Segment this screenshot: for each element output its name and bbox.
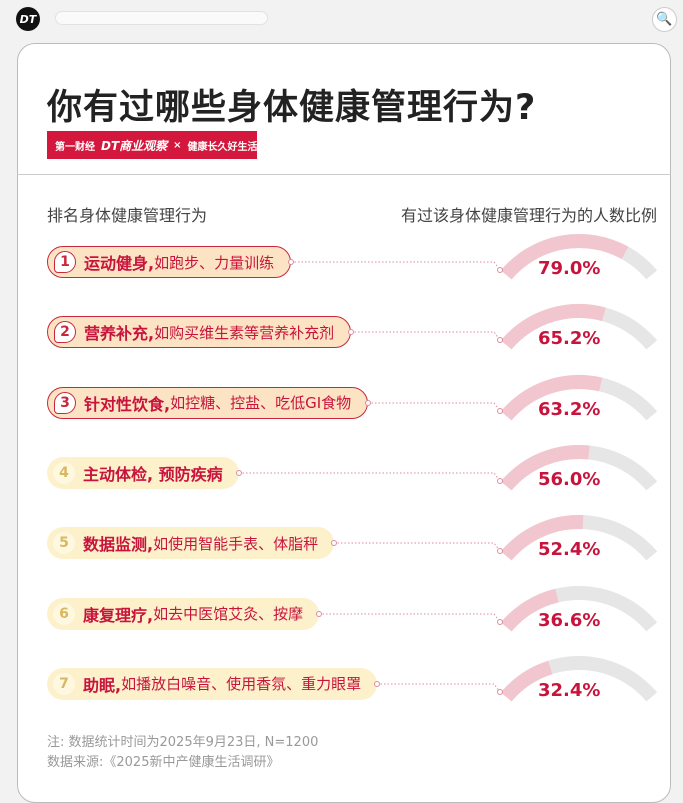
behavior-pill: 1 运动健身, 如跑步、力量训练 bbox=[47, 246, 292, 278]
rank-badge: 7 bbox=[53, 672, 75, 695]
behavior-name: 助眠, bbox=[83, 675, 122, 695]
connector-line bbox=[319, 613, 501, 622]
brand-partner: 健康长久好生活 bbox=[187, 141, 258, 153]
chart-row: 1 运动健身, 如跑步、力量训练 79.0% bbox=[18, 234, 672, 316]
behavior-pill: 2 营养补充, 如购买维生素等营养补充剂 bbox=[47, 316, 352, 349]
brand-yicai: 第一财经 bbox=[55, 141, 95, 153]
behavior-desc: 如播放白噪音、使用香氛、重力眼罩 bbox=[121, 675, 362, 694]
rank-badge: 2 bbox=[54, 321, 76, 344]
gauge-svg bbox=[236, 444, 658, 491]
gauge-svg bbox=[348, 304, 658, 350]
gauge-svg bbox=[374, 655, 658, 702]
connector-line bbox=[334, 542, 501, 552]
page-title: 你有过哪些身体健康管理行为? bbox=[47, 88, 537, 128]
chart-row: 2 营养补充, 如购买维生素等营养补充剂 65.2% bbox=[18, 304, 672, 386]
percent-label: 63.2% bbox=[538, 398, 601, 420]
connector-dot bbox=[236, 469, 242, 476]
behavior-desc: 如使用智能手表、体脂秤 bbox=[153, 534, 319, 553]
behavior-name: 数据监测, bbox=[83, 535, 154, 555]
percent-label: 56.0% bbox=[538, 468, 601, 490]
connector-dot bbox=[348, 329, 354, 336]
behavior-desc: 如去中医馆艾灸、按摩 bbox=[153, 605, 304, 623]
gauge-svg bbox=[365, 374, 658, 421]
behavior-name: 运动健身, bbox=[84, 254, 155, 273]
connector-dot bbox=[497, 618, 503, 625]
connector-dot bbox=[365, 399, 371, 406]
search-icon[interactable]: 🔍 bbox=[652, 7, 677, 32]
behavior-pill: 5 数据监测, 如使用智能手表、体脂秤 bbox=[47, 527, 335, 560]
dt-logo[interactable]: DT bbox=[16, 7, 40, 31]
note: 注: 数据统计时间为2025年9月23日, N=1200 bbox=[47, 735, 319, 750]
connector-line bbox=[239, 472, 501, 482]
gauge-svg bbox=[288, 234, 658, 280]
rank-badge: 3 bbox=[54, 391, 76, 414]
connector-dot bbox=[497, 548, 503, 555]
connector-dot bbox=[288, 259, 294, 265]
behavior-name: 主动体检, 预防疾病 bbox=[83, 464, 223, 484]
brand-dt: DT商业观察 bbox=[101, 138, 168, 153]
gauge-fill bbox=[500, 588, 559, 632]
percent-label: 79.0% bbox=[538, 258, 601, 279]
connector-dot bbox=[374, 680, 380, 687]
address-bar[interactable] bbox=[55, 11, 268, 25]
behavior-desc: 如购买维生素等营养补充剂 bbox=[154, 323, 335, 342]
connector-dot bbox=[497, 407, 503, 414]
rank-badge: 4 bbox=[53, 461, 75, 484]
connector-line bbox=[377, 683, 501, 693]
rank-badge: 5 bbox=[53, 532, 75, 555]
behavior-desc: 如跑步、力量训练 bbox=[154, 253, 275, 272]
chart-row: 6 康复理疗, 如去中医馆艾灸、按摩 36.6% bbox=[18, 585, 672, 668]
connector-dot bbox=[497, 477, 503, 484]
behavior-desc: 如控糖、控盐、吃低GI食物 bbox=[170, 394, 352, 413]
connector-dot bbox=[331, 540, 337, 547]
behavior-pill: 4 主动体检, 预防疾病 bbox=[47, 456, 239, 489]
gauge-fill bbox=[500, 304, 606, 350]
header-left: 排名身体健康管理行为 bbox=[47, 206, 208, 225]
behavior-pill: 3 针对性饮食, 如控糖、控盐、吃低GI食物 bbox=[47, 386, 369, 419]
chart-row: 5 数据监测, 如使用智能手表、体脂秤 52.4% bbox=[18, 515, 672, 597]
source: 数据来源:《2025新中产健康生活调研》 bbox=[47, 755, 280, 770]
behavior-pill: 7 助眠, 如播放白噪音、使用香氛、重力眼罩 bbox=[47, 667, 378, 700]
percent-label: 36.6% bbox=[538, 609, 601, 631]
connector-dot bbox=[497, 267, 503, 273]
gauge-svg bbox=[316, 585, 658, 632]
gauge-fill bbox=[500, 444, 590, 491]
gauge-fill bbox=[500, 234, 629, 280]
behavior-name: 针对性饮食, bbox=[84, 394, 171, 414]
connector-line bbox=[368, 402, 501, 411]
divider bbox=[17, 174, 671, 175]
behavior-name: 营养补充, bbox=[84, 324, 155, 344]
infographic-card: 你有过哪些身体健康管理行为? 第一财经 DT商业观察 × 健康长久好生活 排名身… bbox=[17, 43, 671, 803]
percent-label: 65.2% bbox=[538, 328, 601, 350]
connector-dot bbox=[497, 337, 503, 344]
header-right: 有过该身体健康管理行为的人数比例 bbox=[400, 206, 657, 225]
connector-dot bbox=[497, 688, 503, 695]
gauge-fill bbox=[500, 374, 603, 421]
chart-row: 3 针对性饮食, 如控糖、控盐、吃低GI食物 63.2% bbox=[18, 374, 672, 457]
rank-badge: 6 bbox=[53, 602, 75, 625]
gauge-svg bbox=[331, 515, 658, 561]
connector-line bbox=[291, 261, 501, 271]
gauge-fill bbox=[500, 660, 553, 702]
connector-line bbox=[351, 331, 501, 341]
connector-dot bbox=[316, 610, 322, 617]
brand-x: × bbox=[173, 139, 182, 151]
behavior-name: 康复理疗, bbox=[83, 605, 154, 625]
percent-label: 32.4% bbox=[538, 679, 601, 701]
brand-logos: 第一财经 DT商业观察 × 健康长久好生活 bbox=[47, 131, 258, 159]
top-bar: DT 🔍 bbox=[0, 0, 683, 40]
chart-row: 7 助眠, 如播放白噪音、使用香氛、重力眼罩 32.4% bbox=[18, 655, 672, 738]
behavior-pill: 6 康复理疗, 如去中医馆艾灸、按摩 bbox=[47, 597, 320, 630]
chart-row: 4 主动体检, 预防疾病 56.0% bbox=[18, 444, 672, 527]
gauge-fill bbox=[500, 515, 584, 561]
rank-badge: 1 bbox=[54, 251, 76, 273]
percent-label: 52.4% bbox=[538, 539, 601, 561]
